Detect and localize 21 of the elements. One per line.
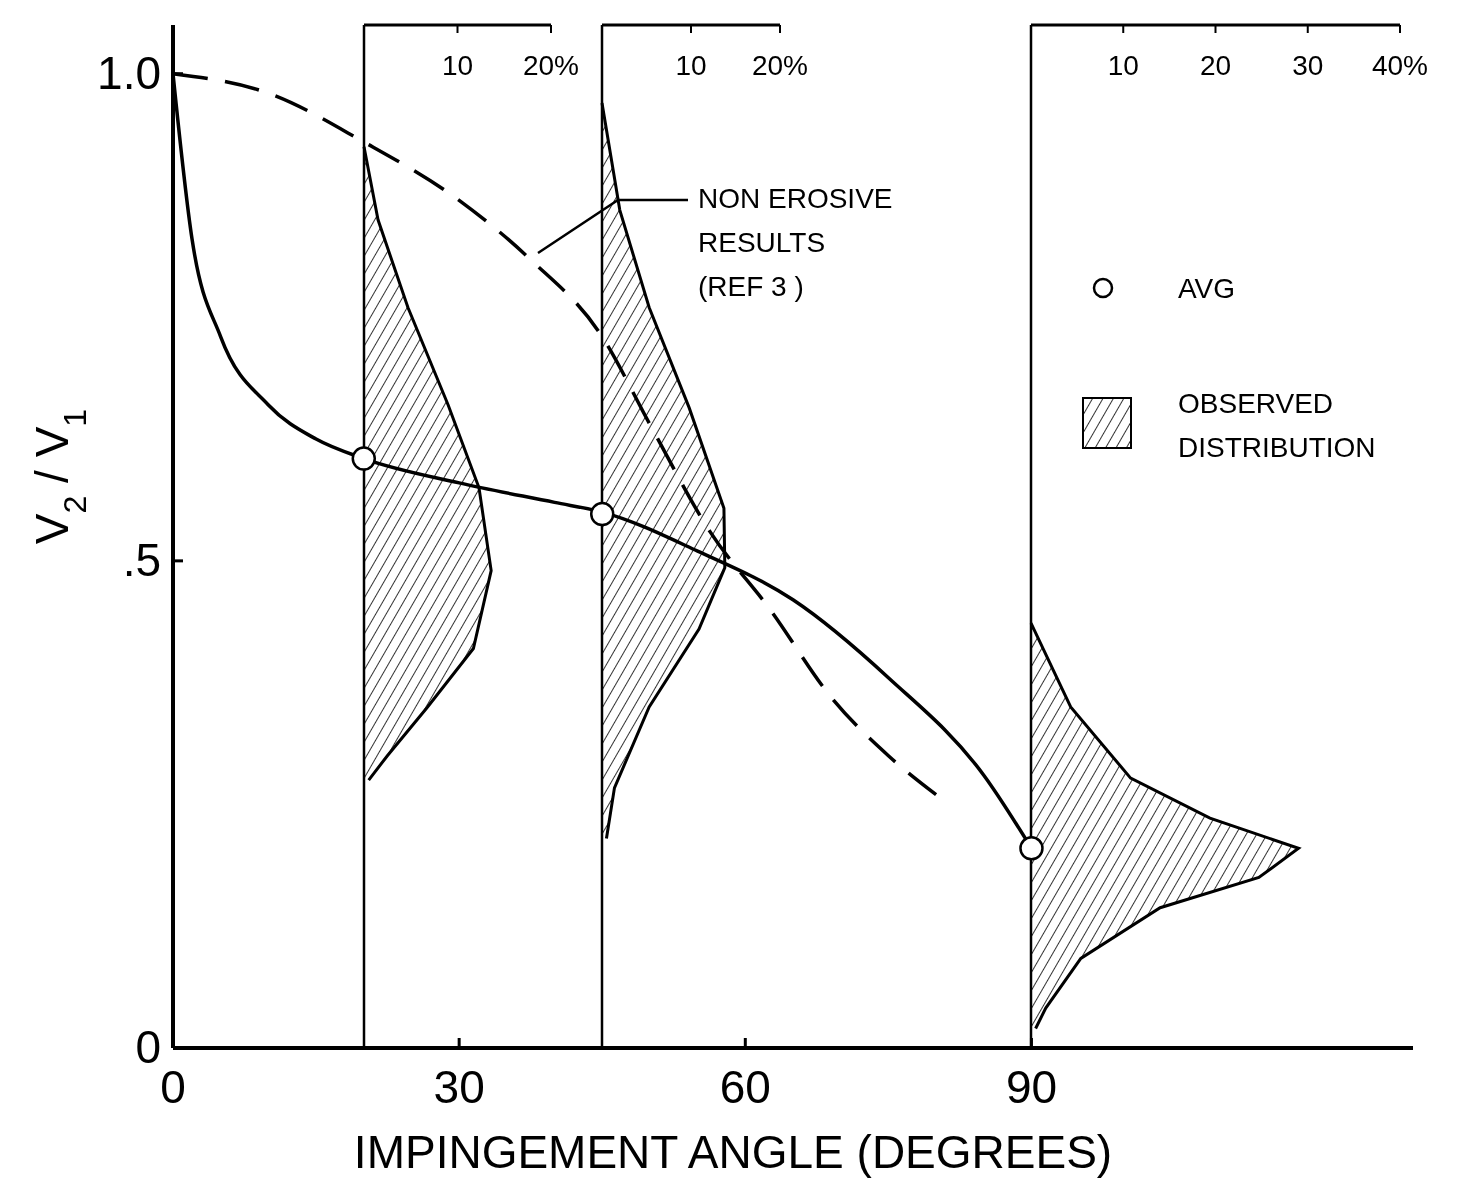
x-tick-label: 30: [1292, 50, 1324, 81]
legend-label: OBSERVED DISTRIBUTION: [1178, 388, 1376, 463]
x-tick-label: 40%: [1371, 50, 1429, 81]
legend-label: AVG: [1178, 273, 1236, 304]
x-tick-label: 20%: [751, 50, 809, 81]
x-tick-label: 10: [441, 50, 474, 81]
x-tick-label: 20: [1199, 50, 1232, 81]
x-tick-label: 10: [675, 50, 707, 81]
x-tick-label: 30: [433, 1061, 485, 1113]
y-tick-label: 1.0: [97, 46, 161, 99]
annotation: NON EROSIVE RESULTS (REF 3 ): [698, 183, 893, 302]
x-tick-label: 90: [1005, 1061, 1058, 1113]
point: [589, 501, 615, 527]
x-tick-label: 10: [1107, 50, 1139, 81]
y-tick-label: .5: [122, 533, 161, 586]
y-tick-label: 0: [135, 1021, 161, 1073]
x-tick-label: 20%: [522, 50, 580, 81]
point: [1019, 836, 1044, 861]
x-axis-title: IMPINGEMENT ANGLE (DEGREES): [353, 1126, 1113, 1178]
x-tick-label: 60: [719, 1061, 771, 1113]
point: [351, 446, 377, 471]
